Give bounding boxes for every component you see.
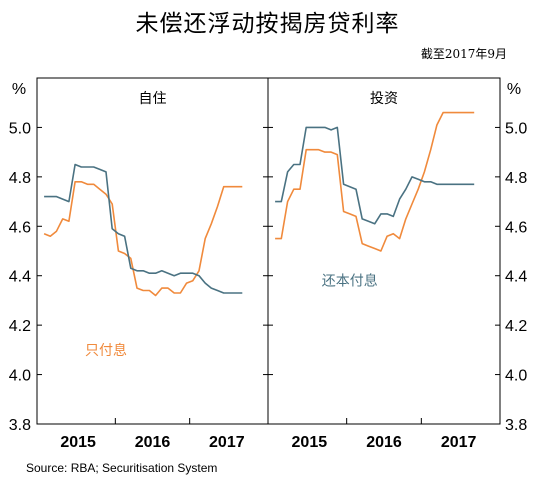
x-tick-label: 2015 [60, 434, 96, 451]
x-tick-label: 2016 [366, 434, 402, 451]
series-line-principal-and-interest [44, 163, 243, 294]
x-tick-label: 2017 [209, 434, 245, 451]
y-tick-label-left: 4.6 [9, 219, 31, 236]
series-annotation: 只付息 [85, 342, 127, 358]
x-tick-label: 2016 [135, 434, 171, 451]
y-tick-label-right: 3.8 [505, 417, 527, 434]
series-line-principal-and-interest [275, 126, 475, 225]
y-tick-label-right: 4.6 [505, 219, 527, 236]
y-unit-left: % [12, 81, 26, 98]
x-tick-label: 2015 [292, 434, 328, 451]
chart-title: 未偿还浮动按揭房贷利率 [135, 11, 400, 37]
as-of-date: 截至2017年9月 [420, 47, 507, 61]
y-tick-label-left: 4.2 [9, 318, 31, 335]
y-tick-label-right: 4.8 [505, 170, 527, 187]
y-tick-label-left: 4.8 [9, 170, 31, 187]
series-annotation: 还本付息 [322, 273, 378, 289]
y-tick-label-right: 4.2 [505, 318, 527, 335]
series-line-interest-only [43, 181, 243, 297]
y-tick-label-left: 3.8 [9, 417, 31, 434]
y-tick-label-right: 5.0 [505, 120, 527, 137]
source-note: Source: RBA; Securitisation System [26, 461, 218, 475]
y-tick-label-left: 4.4 [9, 269, 31, 286]
y-tick-label-left: 5.0 [9, 120, 31, 137]
y-tick-label-left: 4.0 [9, 368, 31, 385]
panel-title: 投资 [370, 90, 398, 106]
y-unit-right: % [507, 81, 521, 98]
y-tick-label-right: 4.4 [505, 269, 527, 286]
series-line-interest-only [275, 111, 475, 252]
x-tick-label: 2017 [441, 434, 477, 451]
panel-title: 自住 [139, 90, 167, 106]
y-tick-label-right: 4.0 [505, 368, 527, 385]
